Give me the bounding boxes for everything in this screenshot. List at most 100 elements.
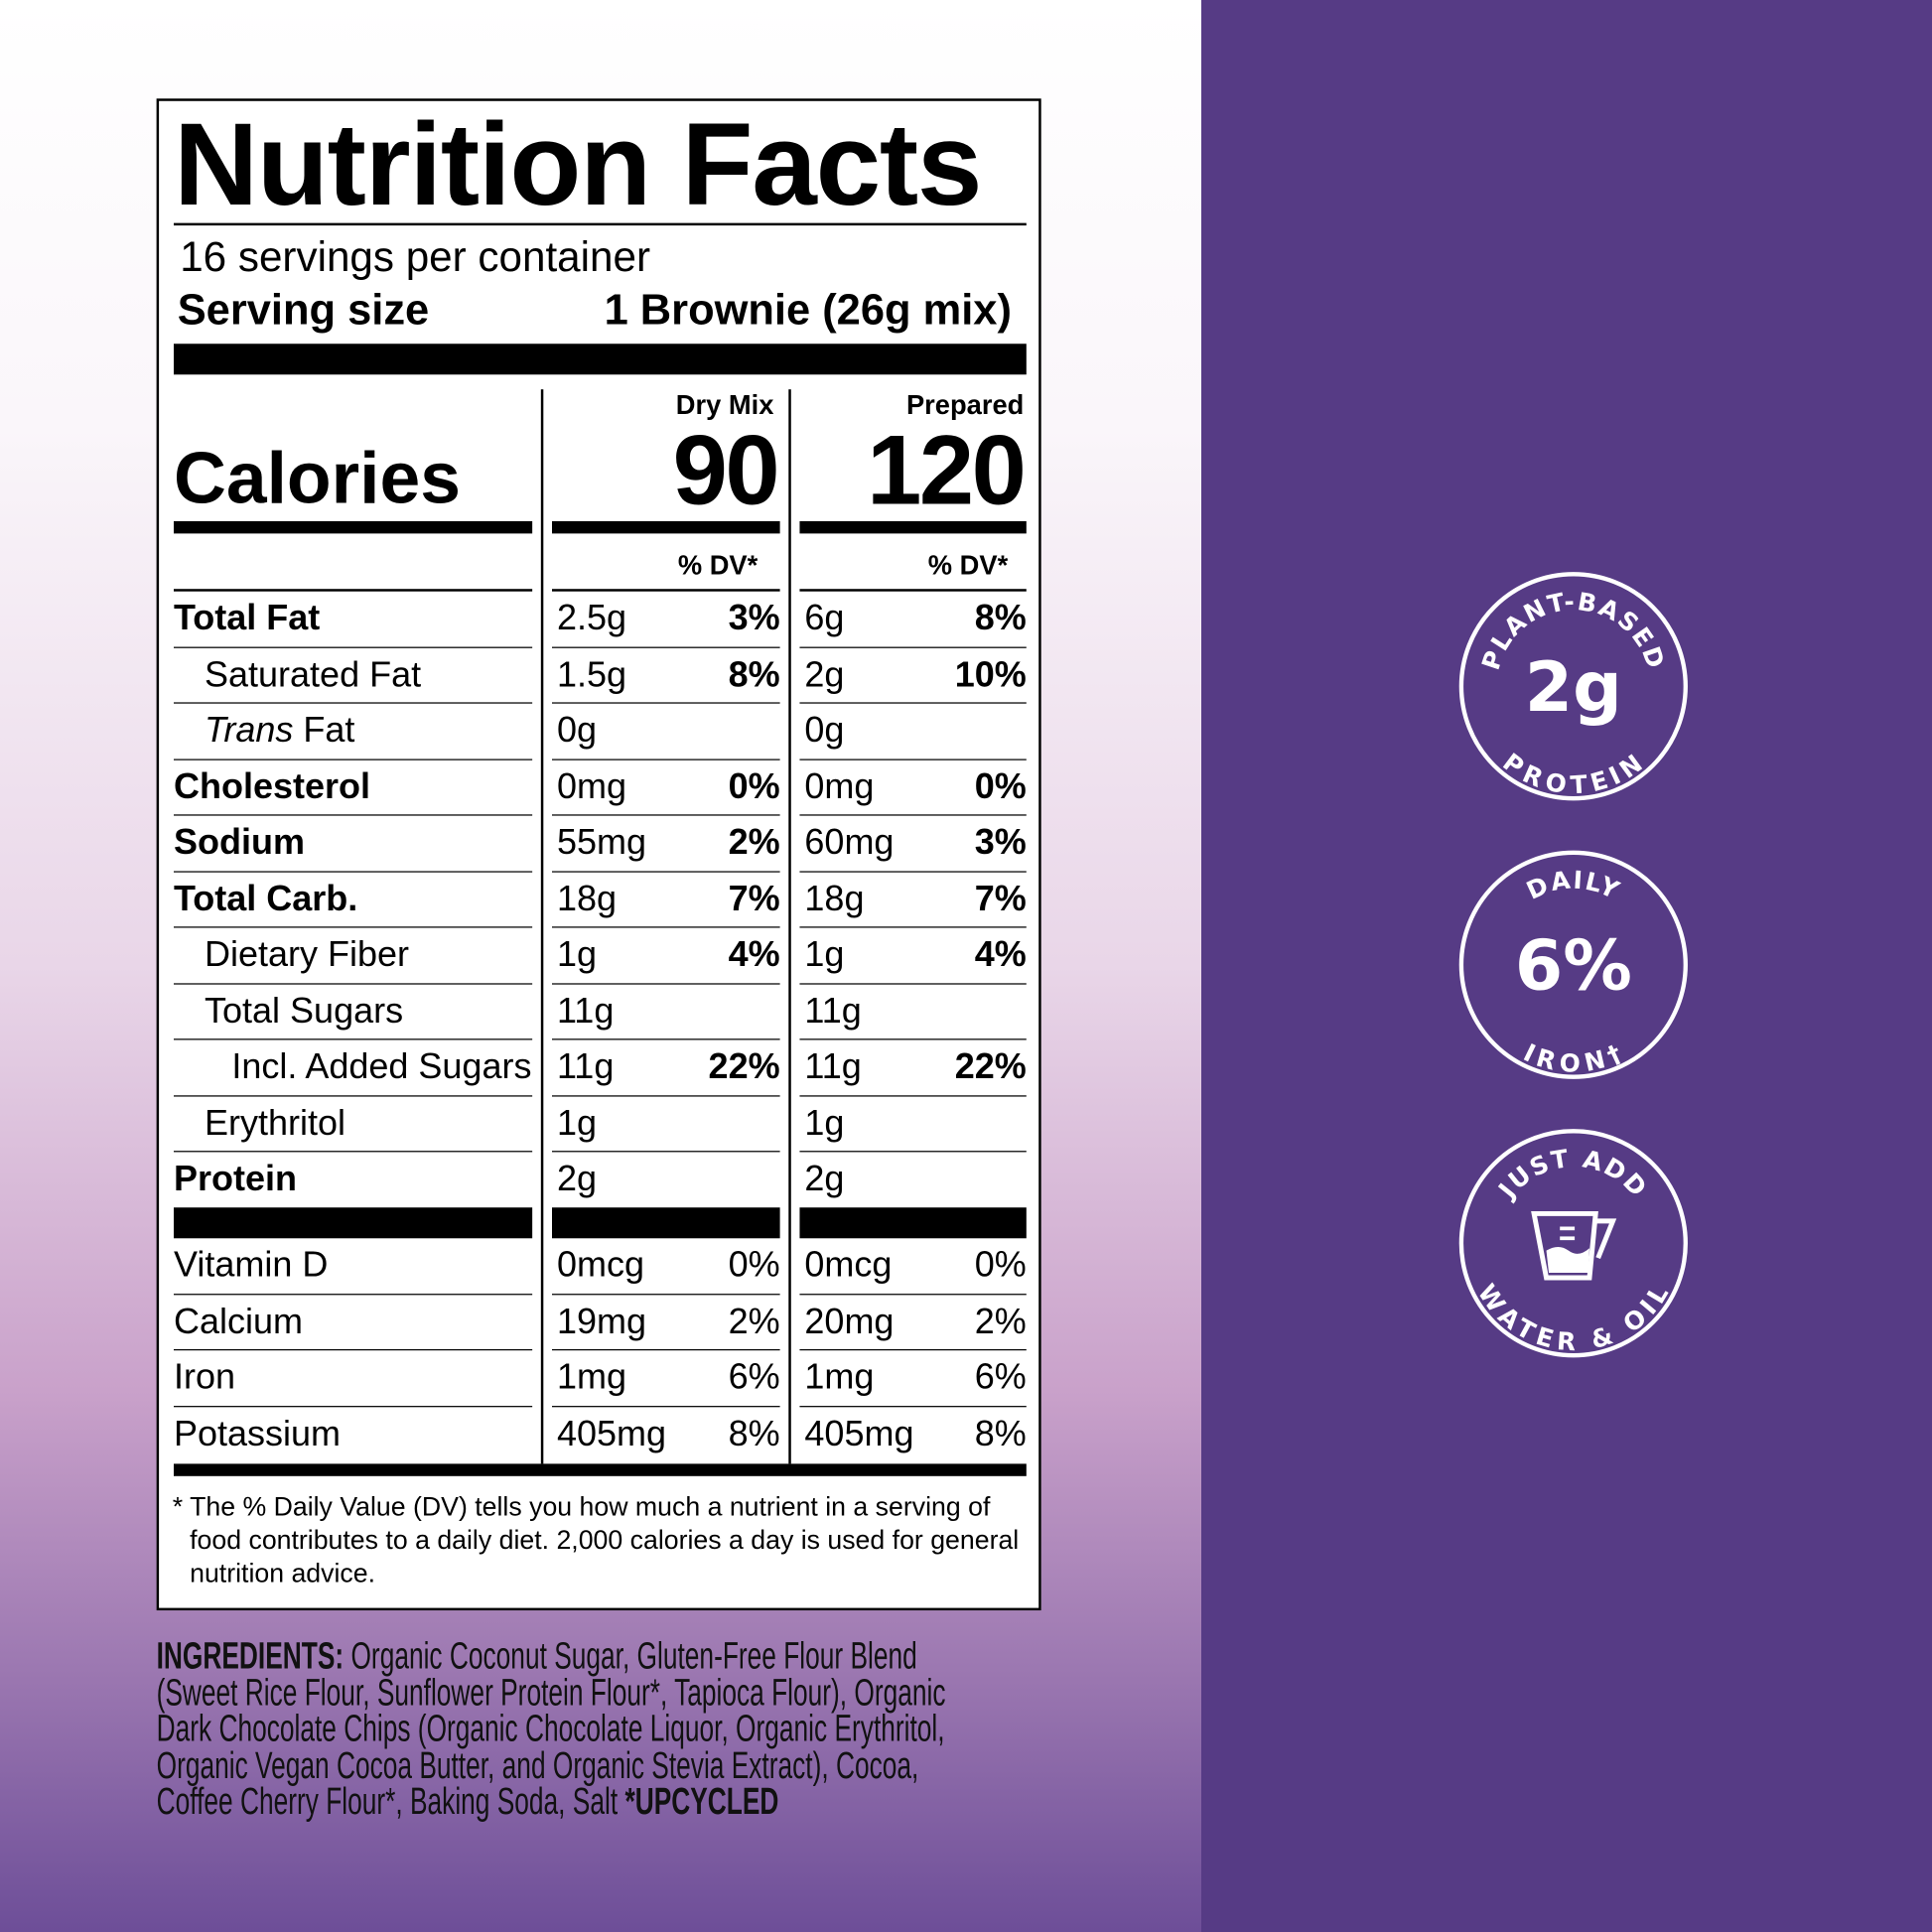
nutrient-name-cell: Sodium <box>173 816 533 873</box>
badge-value: 2g <box>1525 647 1622 728</box>
table-row: Incl. Added Sugars 11g 22% 11g 22% <box>173 1039 1027 1096</box>
prepared-daily-value: 8% <box>974 599 1027 638</box>
prepared-daily-value: 8% <box>974 1414 1027 1454</box>
prepared-daily-value: 10% <box>954 654 1027 695</box>
table-row: Dietary Fiber 1g 4% 1g 4% <box>173 928 1027 984</box>
badge-ring <box>1458 850 1688 1079</box>
nutrient-name-italic: Trans <box>205 711 294 751</box>
nutrient-name: Calcium <box>173 1302 303 1342</box>
serving-size-label: Serving size <box>177 285 430 335</box>
nutrient-name-cell: Calcium <box>173 1295 533 1351</box>
prepared-amount: 60mg <box>804 823 895 863</box>
ingredients-heading: INGREDIENTS: <box>156 1634 345 1678</box>
prepared-daily-value: 2% <box>974 1302 1027 1342</box>
prepared-amount: 0mg <box>804 766 875 807</box>
badge-ring <box>1458 572 1688 801</box>
table-row: Total Sugars 11g 11g <box>173 984 1027 1040</box>
dry-mix-daily-value: 8% <box>728 1414 780 1454</box>
badge: JUST ADD WATER & OIL <box>1458 1129 1688 1358</box>
dry-mix-amount: 0g <box>556 711 598 751</box>
thick-divider <box>173 1207 533 1239</box>
badge-bottom-text: PROTEIN <box>1497 748 1649 799</box>
dry-mix-amount: 2g <box>556 1159 598 1199</box>
divider <box>799 589 1027 592</box>
prepared-calories: 120 <box>867 415 1027 525</box>
servings-per-container: 16 servings per container <box>180 233 651 281</box>
dry-mix-cell: 55mg 2% <box>551 816 780 873</box>
prepared-amount: 405mg <box>804 1414 914 1454</box>
table-row: Trans Fat 0g 0g <box>173 704 1027 760</box>
nutrient-name: Total Carb. <box>173 879 358 919</box>
nutrient-name: Iron <box>173 1357 236 1398</box>
nutrition-facts-label: Nutrition Facts 16 servings per containe… <box>156 98 1041 1611</box>
nutrient-name: Sodium <box>173 823 305 863</box>
nutrient-name-cell: Vitamin D <box>173 1238 533 1295</box>
prepared-cell: 405mg 8% <box>799 1407 1026 1462</box>
dry-mix-amount: 11g <box>556 1046 615 1087</box>
measuring-cup-icon <box>1531 1210 1617 1281</box>
dry-mix-daily-value: 2% <box>728 1302 780 1342</box>
dry-mix-cell: 1.5g 8% <box>551 647 780 704</box>
dry-mix-amount: 11g <box>556 991 615 1032</box>
table-row: Total Fat 2.5g 3% 6g 8% <box>173 592 1027 648</box>
dry-mix-daily-value: 22% <box>708 1046 780 1087</box>
dry-mix-daily-value: 8% <box>728 654 780 695</box>
nutrient-name: Incl. Added Sugars <box>231 1046 532 1087</box>
nutrient-name: Protein <box>173 1159 297 1199</box>
prepared-amount: 18g <box>804 879 865 919</box>
dry-mix-daily-value: 0% <box>728 766 780 807</box>
badge-top-text: JUST ADD <box>1491 1144 1653 1205</box>
dry-mix-daily-value: 2% <box>728 823 780 863</box>
table-row: Saturated Fat 1.5g 8% 2g 10% <box>173 647 1027 704</box>
calories-bar <box>551 520 780 534</box>
badge-top-text: DAILY <box>1522 865 1625 905</box>
right-panel <box>1201 0 1932 1932</box>
prepared-cell: 60mg 3% <box>799 816 1027 873</box>
dry-mix-daily-value: 0% <box>728 1245 780 1286</box>
divider <box>173 222 1027 225</box>
nutrient-name-cell: Erythritol <box>173 1096 533 1153</box>
dry-mix-daily-value: 3% <box>728 599 780 638</box>
nutrient-name-cell: Dietary Fiber <box>173 928 533 984</box>
nutrient-name: Total Fat <box>173 599 321 638</box>
dry-mix-cell: 18g 7% <box>551 872 780 928</box>
dry-mix-amount: 2.5g <box>556 599 627 638</box>
prepared-amount: 0mcg <box>804 1245 893 1286</box>
dry-mix-daily-value: 6% <box>728 1357 780 1398</box>
nutrient-name-cell: Saturated Fat <box>173 647 533 704</box>
prepared-daily-value: 3% <box>974 823 1027 863</box>
nutrient-name-cell: Trans Fat <box>173 704 533 760</box>
divider <box>551 589 780 592</box>
dry-mix-amount: 0mcg <box>556 1245 644 1286</box>
dry-mix-cell: 405mg 8% <box>552 1407 780 1462</box>
dry-mix-header: Dry Mix <box>675 389 774 421</box>
dry-mix-amount: 1.5g <box>556 654 627 695</box>
dry-mix-amount: 405mg <box>556 1414 667 1454</box>
table-row: Calcium 19mg 2% 20mg 2% <box>173 1295 1027 1351</box>
nutrient-name-cell: Incl. Added Sugars <box>173 1039 533 1096</box>
prepared-cell: 0mg 0% <box>799 759 1027 816</box>
prepared-header: Prepared <box>905 389 1025 421</box>
dry-mix-cell: 1g <box>551 1096 780 1153</box>
nutrient-name-cell: Total Sugars <box>173 984 533 1040</box>
prepared-amount: 11g <box>804 1046 862 1087</box>
divider <box>173 589 533 592</box>
nutrient-name-cell: Total Carb. <box>173 872 533 928</box>
dry-mix-daily-value: 4% <box>728 934 780 975</box>
prepared-daily-value: 0% <box>974 766 1027 807</box>
prepared-cell: 0g <box>799 704 1027 760</box>
prepared-amount: 20mg <box>804 1302 895 1342</box>
prepared-cell: 2g <box>799 1152 1026 1207</box>
daily-value-footnote: * The % Daily Value (DV) tells you how m… <box>172 1491 1020 1588</box>
thick-divider <box>551 1207 780 1239</box>
dry-mix-cell: 2.5g 3% <box>551 592 780 648</box>
thick-divider <box>799 1207 1027 1239</box>
prepared-cell: 0mcg 0% <box>799 1238 1027 1295</box>
prepared-cell: 18g 7% <box>799 872 1027 928</box>
prepared-amount: 0g <box>804 711 845 751</box>
prepared-amount: 11g <box>804 991 862 1032</box>
prepared-cell: 2g 10% <box>799 647 1027 704</box>
dry-mix-amount: 1mg <box>556 1357 626 1398</box>
